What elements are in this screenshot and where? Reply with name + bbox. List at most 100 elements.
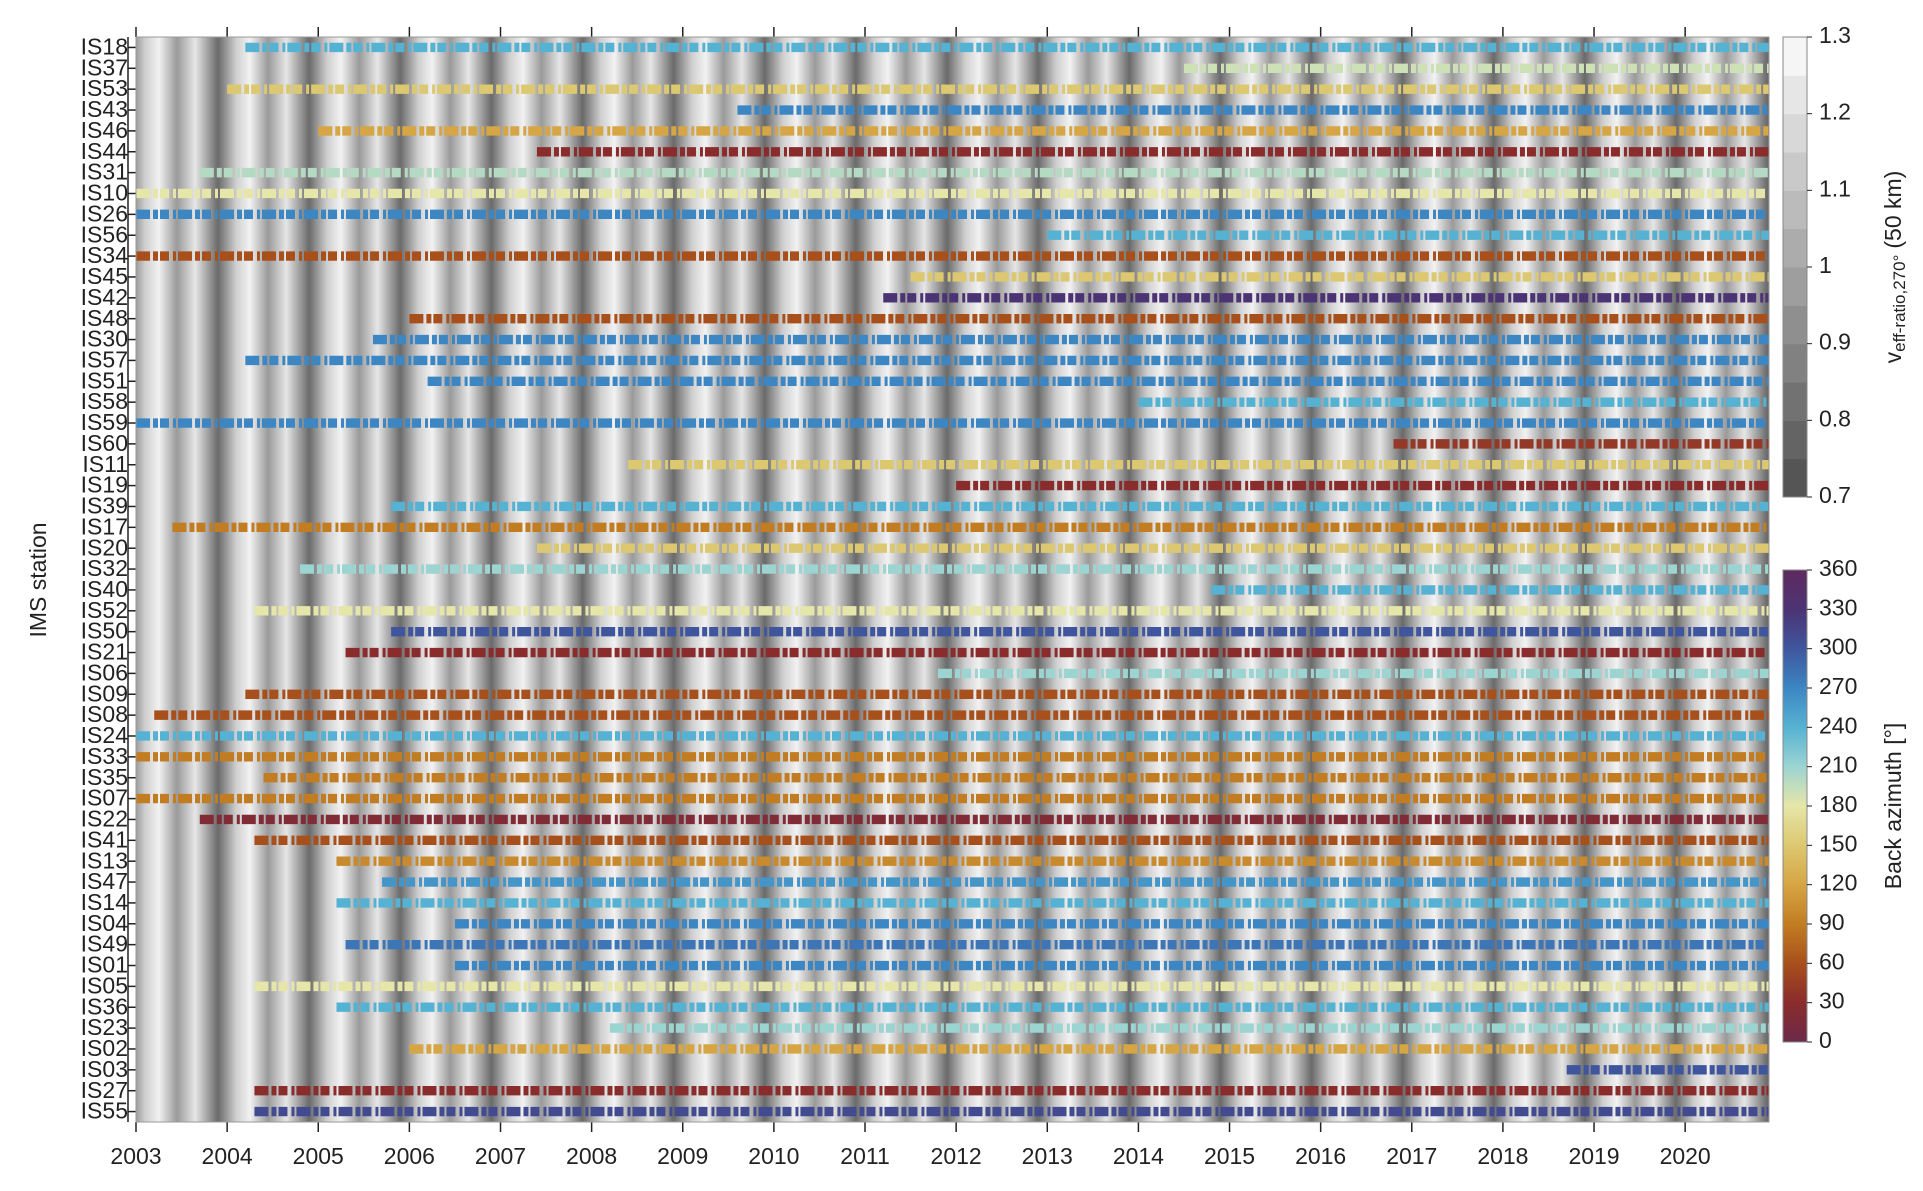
station-label: IS37 (81, 54, 128, 80)
x-tick-label: 2004 (202, 1143, 253, 1169)
azimuth-colorbar-tick-label: 30 (1819, 988, 1845, 1014)
x-tick-label: 2019 (1568, 1143, 1619, 1169)
station-label: IS05 (81, 972, 128, 998)
station-label: IS39 (81, 493, 128, 519)
azimuth-colorbar-tick-label: 360 (1819, 555, 1857, 581)
x-tick-label: 2018 (1477, 1143, 1528, 1169)
station-label: IS26 (81, 200, 128, 226)
station-label: IS32 (81, 555, 128, 581)
station-label: IS11 (82, 451, 128, 477)
azimuth-colorbar-tick-label: 240 (1819, 712, 1857, 738)
station-label: IS09 (81, 680, 128, 706)
x-tick-label: 2012 (931, 1143, 982, 1169)
station-label: IS47 (81, 868, 128, 894)
station-label: IS08 (81, 701, 128, 727)
azimuth-colorbar-tick-label: 330 (1819, 594, 1857, 620)
station-label: IS33 (81, 743, 128, 769)
station-label: IS13 (81, 847, 128, 873)
x-tick-label: 2020 (1660, 1143, 1711, 1169)
station-label: IS57 (81, 346, 128, 372)
azimuth-colorbar-tick-label: 300 (1819, 634, 1857, 660)
azimuth-colorbar-tick-label: 120 (1819, 870, 1857, 896)
veff-colorbar-tick-label: 1.2 (1819, 99, 1851, 125)
veff-colorbar-step (1783, 113, 1807, 153)
y-axis-label: IMS station (25, 522, 51, 637)
azimuth-colorbar-tick-label: 150 (1819, 830, 1857, 856)
x-tick-label: 2016 (1295, 1143, 1346, 1169)
x-tick-label: 2010 (748, 1143, 799, 1169)
station-label: IS07 (81, 785, 128, 811)
x-tick-label: 2011 (840, 1143, 889, 1169)
station-label: IS46 (81, 117, 128, 143)
x-tick-label: 2005 (293, 1143, 344, 1169)
x-tick-label: 2017 (1386, 1143, 1437, 1169)
station-label: IS51 (81, 367, 128, 393)
azimuth-colorbar-tick-label: 270 (1819, 673, 1857, 699)
station-label: IS14 (81, 889, 129, 915)
station-label: IS10 (81, 180, 128, 206)
station-label: IS58 (81, 388, 128, 414)
station-label: IS20 (81, 534, 128, 560)
azimuth-colorbar-label: Back azimuth [°] (1880, 723, 1906, 889)
veff-colorbar-step (1783, 75, 1807, 115)
azimuth-colorbar-tick-label: 0 (1819, 1027, 1832, 1053)
azimuth-colorbar-tick-label: 60 (1819, 948, 1845, 974)
x-tick-label: 2003 (110, 1143, 161, 1169)
station-label: IS34 (81, 242, 129, 268)
x-tick-label: 2007 (475, 1143, 526, 1169)
station-label: IS43 (81, 96, 128, 122)
veff-colorbar-step (1783, 420, 1807, 460)
station-label: IS30 (81, 326, 128, 352)
station-label: IS21 (81, 639, 128, 665)
station-label: IS04 (81, 910, 129, 936)
azimuth-colorbar (1782, 569, 1808, 1043)
veff-colorbar-step (1783, 343, 1807, 383)
veff-colorbar-step (1783, 267, 1807, 306)
station-label: IS17 (81, 513, 128, 539)
veff-colorbar-tick-label: 0.8 (1819, 405, 1851, 431)
station-label: IS27 (81, 1077, 128, 1103)
veff-colorbar-step (1783, 37, 1807, 76)
station-label: IS06 (81, 659, 128, 685)
station-label: IS52 (81, 597, 128, 623)
station-label: IS35 (81, 764, 128, 790)
plot-frame (135, 36, 1770, 1123)
station-label: IS45 (81, 263, 128, 289)
veff-colorbar-label: veff-ratio,270°(50 km) (1880, 171, 1909, 364)
veff-colorbar-step (1783, 458, 1807, 498)
veff-colorbar-step (1783, 305, 1807, 345)
station-label: IS53 (81, 75, 128, 101)
veff-colorbar-tick-label: 1.3 (1819, 22, 1851, 48)
station-label: IS56 (81, 221, 128, 247)
station-label: IS40 (81, 576, 128, 602)
station-label: IS22 (81, 806, 128, 832)
veff-colorbar-tick-label: 1.1 (1819, 175, 1851, 201)
station-label: IS02 (81, 1035, 128, 1061)
x-tick-label: 2008 (566, 1143, 617, 1169)
station-label: IS44 (81, 138, 129, 164)
station-label: IS60 (81, 430, 128, 456)
x-tick-label: 2006 (384, 1143, 435, 1169)
veff-colorbar-step (1783, 228, 1807, 268)
station-label: IS55 (81, 1098, 128, 1124)
station-label: IS50 (81, 618, 128, 644)
station-label: IS01 (81, 952, 128, 978)
x-tick-label: 2014 (1113, 1143, 1164, 1169)
veff-colorbar-tick-label: 0.9 (1819, 329, 1851, 355)
station-label: IS18 (81, 34, 128, 60)
station-label: IS48 (81, 305, 128, 331)
azimuth-colorbar-tick-label: 180 (1819, 791, 1857, 817)
station-label: IS49 (81, 931, 128, 957)
veff-colorbar-step (1783, 382, 1807, 421)
station-label: IS23 (81, 1014, 128, 1040)
veff-colorbar-tick-label: 0.7 (1819, 482, 1851, 508)
azimuth-colorbar-tick-label: 90 (1819, 909, 1845, 935)
veff-colorbar-step (1783, 152, 1807, 191)
station-label: IS03 (81, 1056, 128, 1082)
station-label: IS42 (81, 284, 128, 310)
station-label: IS31 (81, 159, 128, 185)
station-label: IS36 (81, 993, 128, 1019)
station-label: IS59 (81, 409, 128, 435)
azimuth-colorbar-tick-label: 210 (1819, 752, 1857, 778)
